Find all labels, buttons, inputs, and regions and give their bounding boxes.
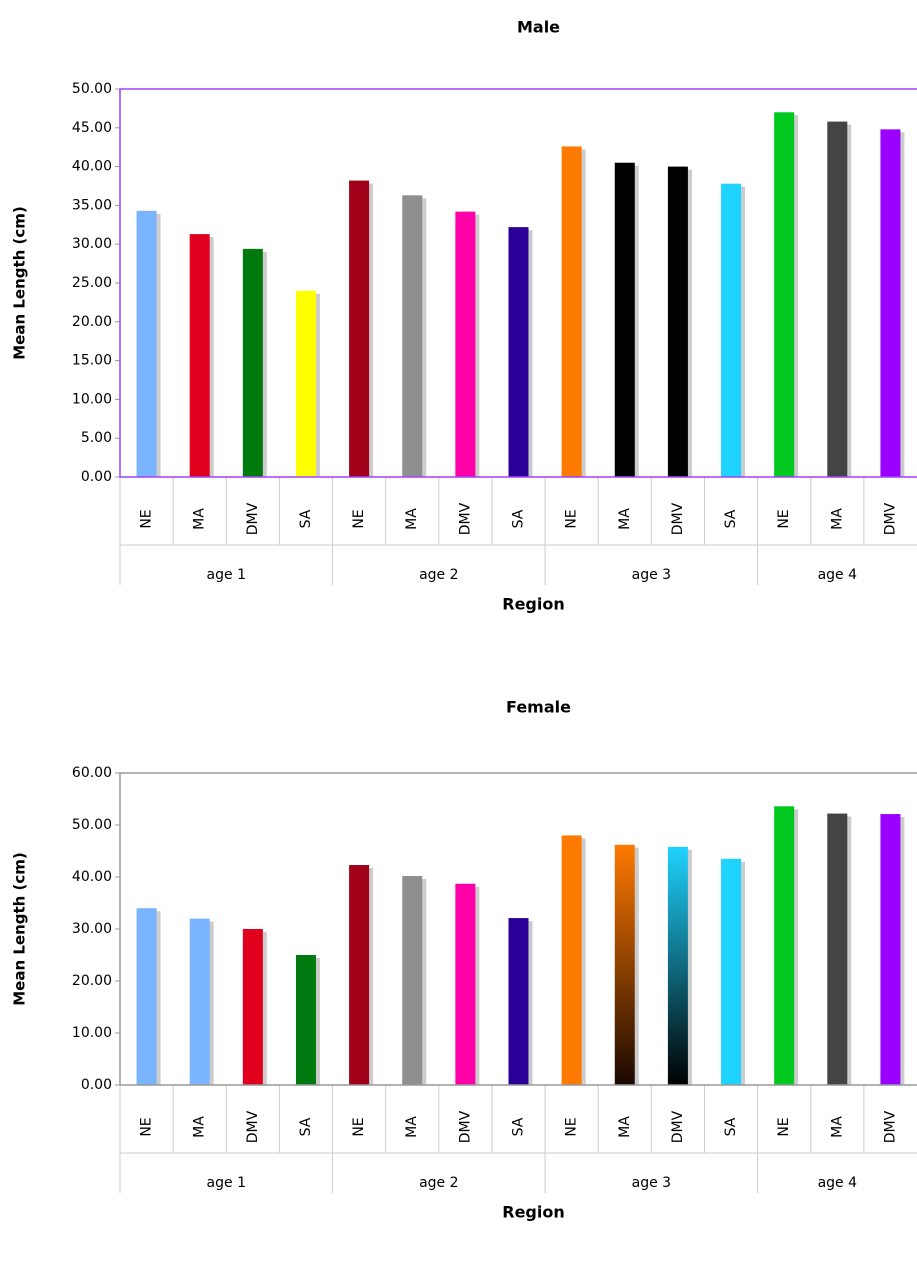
bar: [242, 248, 263, 477]
x-axis-title: Region: [502, 1203, 565, 1222]
bar: [667, 846, 688, 1085]
y-axis-title: Mean Length (cm): [11, 852, 29, 1006]
bar: [189, 234, 210, 477]
x-tick-label: MA: [617, 1116, 633, 1138]
bar: [295, 290, 316, 477]
chart-title: Male: [517, 18, 560, 37]
bar: [721, 183, 742, 477]
x-tick-label: SA: [298, 509, 314, 528]
y-tick-label: 20.00: [72, 973, 112, 989]
bar: [614, 162, 635, 477]
x-tick-label: SA: [298, 1117, 314, 1136]
bar: [827, 121, 848, 477]
y-axis-title: Mean Length (cm): [11, 206, 29, 360]
y-tick-label: 10.00: [72, 1025, 112, 1041]
x-tick-label: DMV: [457, 502, 473, 535]
bar: [561, 146, 582, 477]
group-label: age 3: [632, 567, 671, 583]
y-tick-label: 30.00: [72, 236, 112, 252]
y-tick-label: 50.00: [72, 817, 112, 833]
bar: [402, 875, 423, 1085]
x-tick-label: NE: [564, 1117, 580, 1136]
x-tick-label: DMV: [245, 502, 261, 535]
x-tick-label: DMV: [882, 502, 898, 535]
bar: [189, 918, 210, 1085]
y-tick-label: 20.00: [72, 314, 112, 330]
y-tick-label: 0.00: [81, 1077, 112, 1093]
x-tick-label: SA: [511, 509, 527, 528]
group-label: age 2: [419, 567, 458, 583]
bar: [774, 112, 795, 477]
x-tick-label: DMV: [882, 1110, 898, 1143]
x-tick-label: SA: [511, 1117, 527, 1136]
plot-frame: [119, 88, 917, 478]
x-tick-label: MA: [404, 508, 420, 530]
y-tick-label: 35.00: [72, 197, 112, 213]
bar: [136, 908, 157, 1085]
x-tick-label: NE: [351, 509, 367, 528]
x-tick-label: NE: [139, 509, 155, 528]
bar: [455, 211, 476, 477]
group-label: age 4: [818, 567, 858, 583]
y-tick-label: 60.00: [72, 765, 112, 781]
bar: [136, 210, 157, 477]
chart-title: Female: [506, 698, 571, 717]
x-tick-label: NE: [139, 1117, 155, 1136]
x-tick-label: MA: [404, 1116, 420, 1138]
group-label: age 1: [207, 1175, 246, 1191]
bar: [508, 227, 529, 477]
bar: [667, 166, 688, 477]
x-tick-label: DMV: [670, 502, 686, 535]
y-tick-label: 15.00: [72, 353, 112, 369]
plot-frame: [119, 772, 917, 1086]
y-tick-label: 40.00: [72, 159, 112, 175]
y-tick-label: 30.00: [72, 921, 112, 937]
y-tick-label: 40.00: [72, 869, 112, 885]
group-label: age 2: [419, 1175, 458, 1191]
bar: [721, 858, 742, 1085]
x-tick-label: NE: [564, 509, 580, 528]
bar: [880, 814, 901, 1085]
x-axis-title: Region: [502, 595, 565, 614]
y-tick-label: 50.00: [72, 81, 112, 97]
bar: [242, 929, 263, 1085]
y-tick-label: 5.00: [81, 430, 112, 446]
y-tick-label: 10.00: [72, 391, 112, 407]
bar: [774, 806, 795, 1085]
group-label: age 3: [632, 1175, 671, 1191]
x-tick-label: MA: [829, 508, 845, 530]
x-tick-label: NE: [776, 1117, 792, 1136]
x-tick-label: SA: [723, 1117, 739, 1136]
x-tick-label: MA: [192, 508, 208, 530]
x-tick-label: MA: [617, 508, 633, 530]
y-tick-label: 0.00: [81, 469, 112, 485]
bar: [349, 180, 370, 477]
bar: [827, 813, 848, 1085]
bar: [455, 883, 476, 1085]
bar: [614, 844, 635, 1085]
group-label: age 1: [207, 567, 246, 583]
x-tick-label: NE: [776, 509, 792, 528]
group-label: age 4: [818, 1175, 858, 1191]
x-tick-label: MA: [829, 1116, 845, 1138]
x-tick-label: DMV: [457, 1110, 473, 1143]
y-tick-label: 45.00: [72, 120, 112, 136]
bar: [349, 865, 370, 1085]
y-tick-label: 25.00: [72, 275, 112, 291]
x-tick-label: DMV: [245, 1110, 261, 1143]
x-tick-label: SA: [723, 509, 739, 528]
x-tick-label: DMV: [670, 1110, 686, 1143]
bar: [402, 195, 423, 477]
bar: [508, 918, 529, 1085]
bar: [295, 955, 316, 1085]
bar: [880, 129, 901, 478]
x-tick-label: MA: [192, 1116, 208, 1138]
bar: [561, 835, 582, 1085]
x-tick-label: NE: [351, 1117, 367, 1136]
